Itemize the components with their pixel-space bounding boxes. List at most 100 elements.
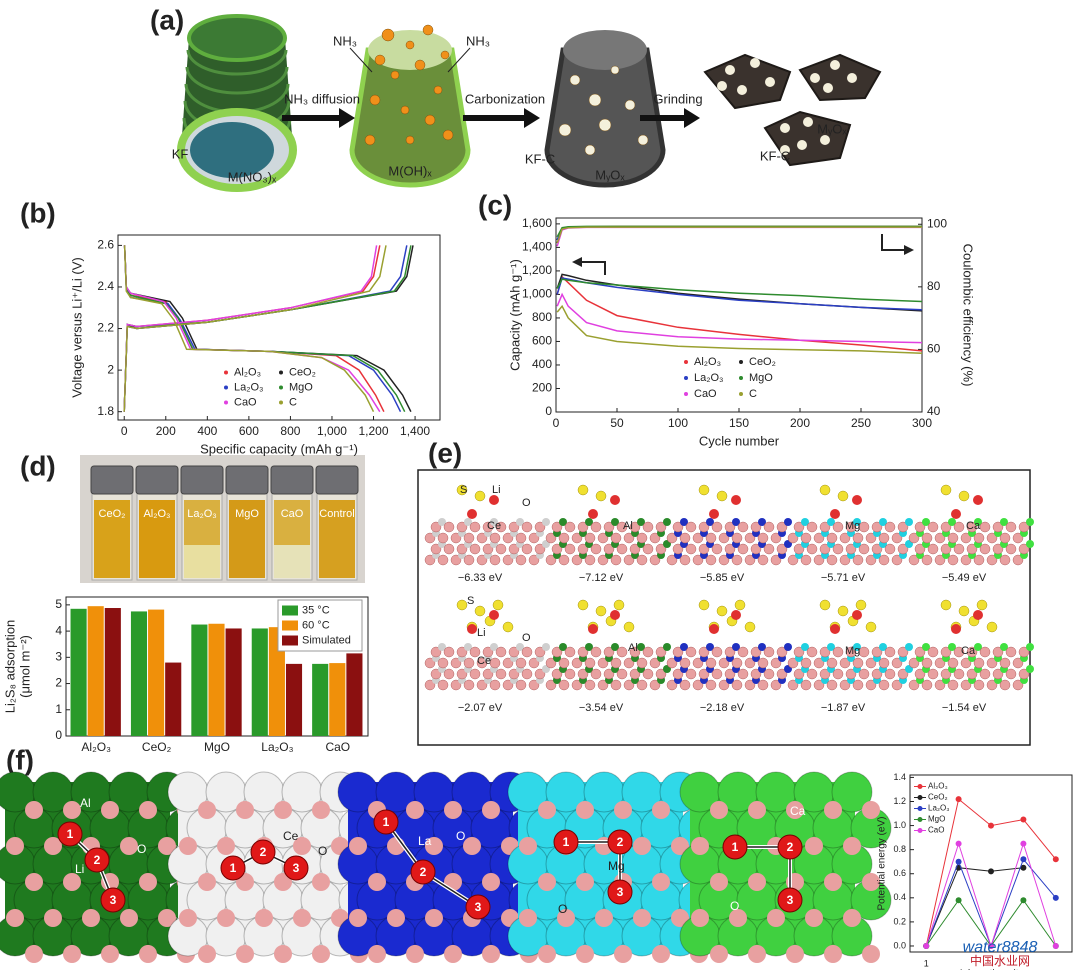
surface-atom (424, 657, 436, 669)
oxygen (158, 909, 176, 927)
surface-atom (878, 679, 890, 691)
element-label: O (318, 844, 327, 858)
surface-atom (515, 532, 527, 544)
bar (191, 624, 208, 736)
surface-atom (603, 543, 615, 555)
surface-atom (528, 657, 540, 669)
sulfur-atom (502, 621, 514, 633)
lithium-atom (731, 610, 741, 620)
vial-liquid (94, 500, 130, 578)
surface-atom (489, 554, 501, 566)
surface-atom (564, 543, 576, 555)
surface-atom (826, 532, 838, 544)
schematic-label: M(OH)ₓ (388, 163, 432, 178)
schematic-label: MᵧOₓ (595, 167, 625, 182)
surface-atom (921, 532, 933, 544)
lithium-atom (852, 495, 862, 505)
surface-atom (430, 543, 442, 555)
surface-atom (776, 668, 788, 680)
structure-model (666, 484, 792, 566)
structure-frame (417, 469, 1031, 746)
surface-atom (476, 554, 488, 566)
legend-label: CaO (234, 396, 257, 408)
surface-atom (502, 554, 514, 566)
y2-tick-label: 80 (927, 279, 941, 293)
oxygen (6, 837, 24, 855)
surface-atom (623, 657, 635, 669)
y-tick-label: 5 (55, 597, 62, 611)
surface-atom (571, 554, 583, 566)
surface-atom (826, 657, 838, 669)
metal-atom (1026, 643, 1034, 651)
metal-atom (974, 643, 982, 651)
y-tick-label: 1,600 (522, 216, 552, 230)
x-axis-title: Cycle number (699, 433, 780, 448)
surface-atom (770, 679, 782, 691)
x-tick-label: La₂O₃ (261, 740, 293, 754)
oxygen (576, 801, 594, 819)
cone-schematic (544, 30, 666, 188)
element-label: O (730, 899, 739, 913)
element-label: O (558, 902, 567, 916)
surface-atom (927, 543, 939, 555)
surface-atom (577, 521, 589, 533)
y-tick-label: 0 (55, 728, 62, 742)
y-tick-label: 2 (107, 362, 114, 376)
surface-atom (884, 668, 896, 680)
surface-model (337, 771, 550, 963)
legend-label: La₂O₃ (234, 381, 264, 393)
x-tick-label: 150 (729, 416, 749, 430)
surface-atom (884, 646, 896, 658)
surface-atom (685, 543, 697, 555)
surface-atom (744, 679, 756, 691)
plot-frame (555, 217, 923, 413)
oxygen (538, 873, 556, 891)
surface-atom (878, 532, 890, 544)
particle (405, 135, 415, 145)
schematic-label: KF-C (525, 151, 555, 166)
oxygen (349, 837, 367, 855)
surface-atom (692, 657, 704, 669)
oxygen (576, 945, 594, 963)
surface-atom (731, 554, 743, 566)
surface-atom (750, 646, 762, 658)
tube-solution (190, 122, 274, 178)
surface-atom (672, 521, 684, 533)
oxygen (805, 909, 823, 927)
bar (251, 628, 268, 736)
surface-atom (908, 679, 920, 691)
y-axis-title: Voltage versus Li⁺/Li (V) (69, 257, 84, 398)
y-tick-label: 1.0 (893, 820, 906, 830)
metal-atom (663, 518, 671, 526)
surface-atom (456, 668, 468, 680)
metal-atom (732, 518, 740, 526)
surface-atom (914, 668, 926, 680)
oxygen (312, 873, 330, 891)
surface-atom (986, 657, 998, 669)
x-tick-label: 1,400 (400, 424, 430, 438)
site-number: 2 (94, 853, 101, 867)
legend-marker (279, 400, 283, 405)
oxygen (633, 837, 651, 855)
legend-marker (684, 376, 688, 380)
legend-swatch (282, 605, 298, 616)
surface-atom (672, 543, 684, 555)
surface-atom (666, 532, 678, 544)
surface-atom (679, 657, 691, 669)
oxygen (538, 801, 556, 819)
x-tick-label: 1,200 (359, 424, 389, 438)
schematic-label: NH₃ diffusion (284, 91, 360, 106)
structure-model (545, 599, 671, 691)
surface-atom (787, 657, 799, 669)
surface-atom (757, 532, 769, 544)
surface-atom (642, 646, 654, 658)
surface-atom (642, 668, 654, 680)
structure-model (424, 484, 550, 566)
binding-energy: −3.54 eV (579, 702, 624, 714)
oxide-dot (737, 85, 747, 95)
series-line (925, 798, 1057, 947)
surface-atom (463, 657, 475, 669)
li-site (220, 855, 246, 881)
watermark: water8848 (963, 939, 1038, 956)
sulfur-atom (958, 605, 970, 617)
